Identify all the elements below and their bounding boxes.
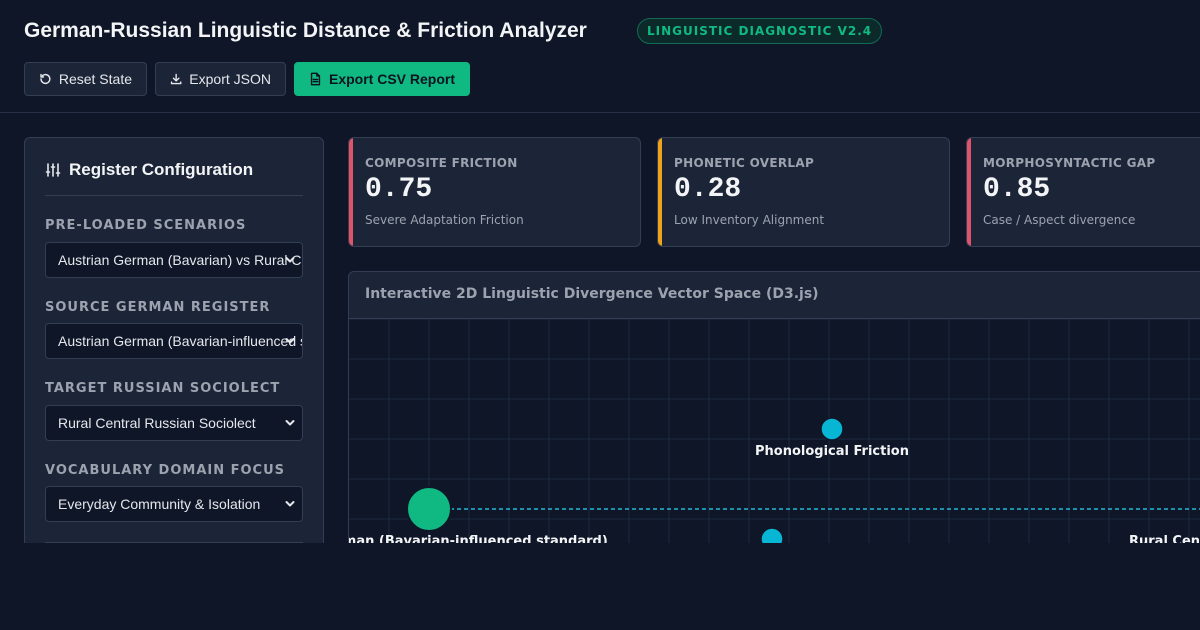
download-icon bbox=[170, 73, 182, 85]
export-json-button[interactable]: Export JSON bbox=[155, 62, 286, 96]
metric-subtitle: Low Inventory Alignment bbox=[674, 213, 825, 227]
reset-icon bbox=[40, 73, 51, 85]
metric-label: PHONETIC OVERLAP bbox=[674, 156, 815, 170]
vocabulary-domain-label: VOCABULARY DOMAIN FOCUS bbox=[45, 463, 286, 478]
reset-state-label: Reset State bbox=[58, 71, 132, 87]
target-sociolect-select-value: Rural Central Russian Sociolect bbox=[58, 415, 256, 431]
source-register-select[interactable]: Austrian German (Bavarian-influenced sta… bbox=[45, 323, 303, 359]
metric-value: 0.28 bbox=[674, 174, 742, 205]
export-csv-button[interactable]: Export CSV Report bbox=[294, 62, 470, 96]
phonetic-overlap-card: PHONETIC OVERLAP 0.28 Low Inventory Alig… bbox=[657, 137, 950, 247]
metric-subtitle: Severe Adaptation Friction bbox=[365, 213, 524, 227]
export-json-label: Export JSON bbox=[189, 71, 271, 87]
phonological-friction-label: Phonological Friction bbox=[755, 444, 909, 459]
metric-value: 0.75 bbox=[365, 174, 433, 205]
source-register-select-value: Austrian German (Bavarian-influenced sta… bbox=[58, 333, 302, 349]
scenario-select-value: Austrian German (Bavarian) vs Rural Cent… bbox=[58, 252, 302, 268]
reset-state-button[interactable]: Reset State bbox=[24, 62, 147, 96]
vector-space-canvas[interactable]: Phonological Friction Austrian German (B… bbox=[349, 318, 1200, 543]
metric-label: MORPHOSYNTACTIC GAP bbox=[983, 156, 1156, 170]
grid-lines bbox=[349, 318, 1200, 543]
source-register-node[interactable] bbox=[406, 486, 452, 532]
app-title: German-Russian Linguistic Distance & Fri… bbox=[24, 19, 587, 42]
config-title-label: Register Configuration bbox=[69, 160, 254, 179]
target-sociolect-label: TARGET RUSSIAN SOCIOLECT bbox=[45, 381, 281, 396]
friction-node[interactable] bbox=[760, 527, 784, 543]
card-accent bbox=[658, 138, 662, 246]
config-divider bbox=[45, 195, 303, 196]
card-accent bbox=[349, 138, 353, 246]
card-accent bbox=[967, 138, 971, 246]
divergence-vector-space-panel: Interactive 2D Linguistic Divergence Vec… bbox=[348, 271, 1200, 543]
metric-label: COMPOSITE FRICTION bbox=[365, 156, 518, 170]
metric-value: 0.85 bbox=[983, 174, 1051, 205]
composite-friction-card: COMPOSITE FRICTION 0.75 Severe Adaptatio… bbox=[348, 137, 641, 247]
sliders-icon bbox=[45, 163, 61, 177]
vocabulary-domain-select[interactable]: Everyday Community & Isolation bbox=[45, 486, 303, 522]
register-configuration-panel: Register Configuration PRE-LOADED SCENAR… bbox=[24, 137, 324, 543]
chevron-down-icon bbox=[285, 501, 295, 507]
vector-space-svg: Phonological Friction Austrian German (B… bbox=[349, 318, 1200, 543]
phonological-friction-node[interactable] bbox=[820, 417, 844, 441]
chevron-down-icon bbox=[285, 257, 295, 263]
main-content: Register Configuration PRE-LOADED SCENAR… bbox=[0, 113, 1200, 543]
morphosyntactic-gap-card: MORPHOSYNTACTIC GAP 0.85 Case / Aspect d… bbox=[966, 137, 1200, 247]
scenario-label: PRE-LOADED SCENARIOS bbox=[45, 218, 247, 233]
metric-subtitle: Case / Aspect divergence bbox=[983, 213, 1136, 227]
export-csv-label: Export CSV Report bbox=[328, 71, 455, 87]
target-sociolect-select[interactable]: Rural Central Russian Sociolect bbox=[45, 405, 303, 441]
plot-title: Interactive 2D Linguistic Divergence Vec… bbox=[365, 286, 819, 302]
top-bar: German-Russian Linguistic Distance & Fri… bbox=[0, 0, 1200, 113]
vocabulary-domain-select-value: Everyday Community & Isolation bbox=[58, 496, 261, 512]
config-divider bbox=[45, 542, 303, 543]
chevron-down-icon bbox=[285, 338, 295, 344]
source-register-label: SOURCE GERMAN REGISTER bbox=[45, 300, 271, 315]
version-badge: LINGUISTIC DIAGNOSTIC V2.4 bbox=[637, 18, 883, 44]
source-register-node-label: Austrian German (Bavarian-influenced sta… bbox=[349, 534, 608, 543]
chevron-down-icon bbox=[285, 420, 295, 426]
file-text-icon bbox=[310, 72, 321, 86]
target-sociolect-node-label: Rural Central Russian Sociolect bbox=[1129, 534, 1200, 543]
config-title: Register Configuration bbox=[45, 160, 253, 180]
scenario-select[interactable]: Austrian German (Bavarian) vs Rural Cent… bbox=[45, 242, 303, 278]
